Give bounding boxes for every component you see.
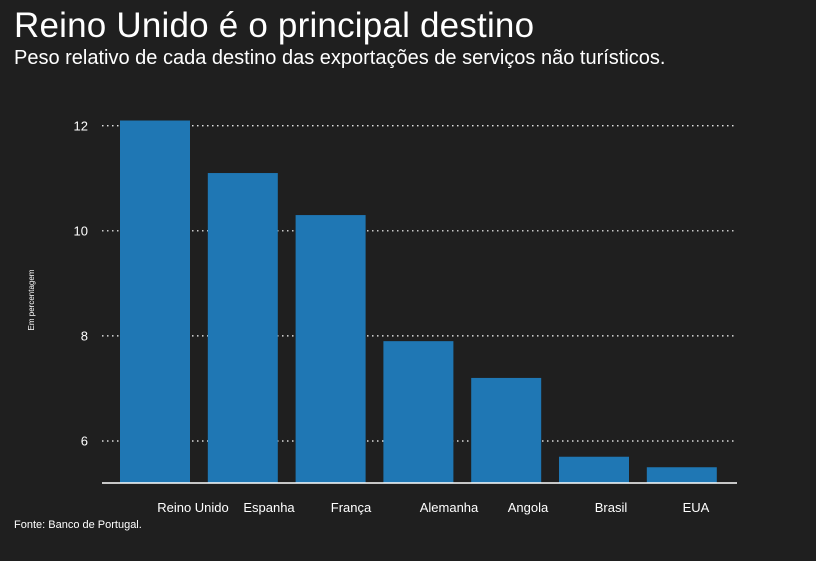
chart-title: Reino Unido é o principal destino (14, 6, 535, 45)
bar-alemanha (383, 341, 454, 483)
bar-brasil (559, 456, 629, 483)
y-tick-labels: 6 8 10 12 (74, 118, 88, 448)
source-note: Fonte: Banco de Portugal. (14, 519, 142, 531)
bar-angola (471, 377, 542, 483)
bar-espanha (207, 173, 278, 484)
category-label: França (331, 500, 372, 515)
category-label: Espanha (243, 500, 295, 515)
bar-frança (295, 215, 366, 483)
bar-eua (646, 467, 717, 483)
bars (120, 120, 717, 484)
category-label: Brasil (595, 500, 628, 515)
y-tick-label: 10 (74, 223, 88, 238)
y-tick-label: 12 (74, 118, 88, 133)
chart-subtitle: Peso relativo de cada destino das export… (14, 47, 666, 69)
bar-reino-unido (120, 120, 190, 483)
category-label: Reino Unido (157, 500, 229, 515)
y-axis-label: Em percentagem (27, 269, 36, 330)
y-tick-label: 6 (81, 433, 88, 448)
category-label: EUA (683, 500, 710, 515)
y-tick-label: 8 (81, 328, 88, 343)
category-labels: Reino Unido Espanha França Alemanha Angola Br… (157, 500, 709, 515)
category-label: Angola (508, 500, 549, 515)
category-label: Alemanha (420, 500, 479, 515)
